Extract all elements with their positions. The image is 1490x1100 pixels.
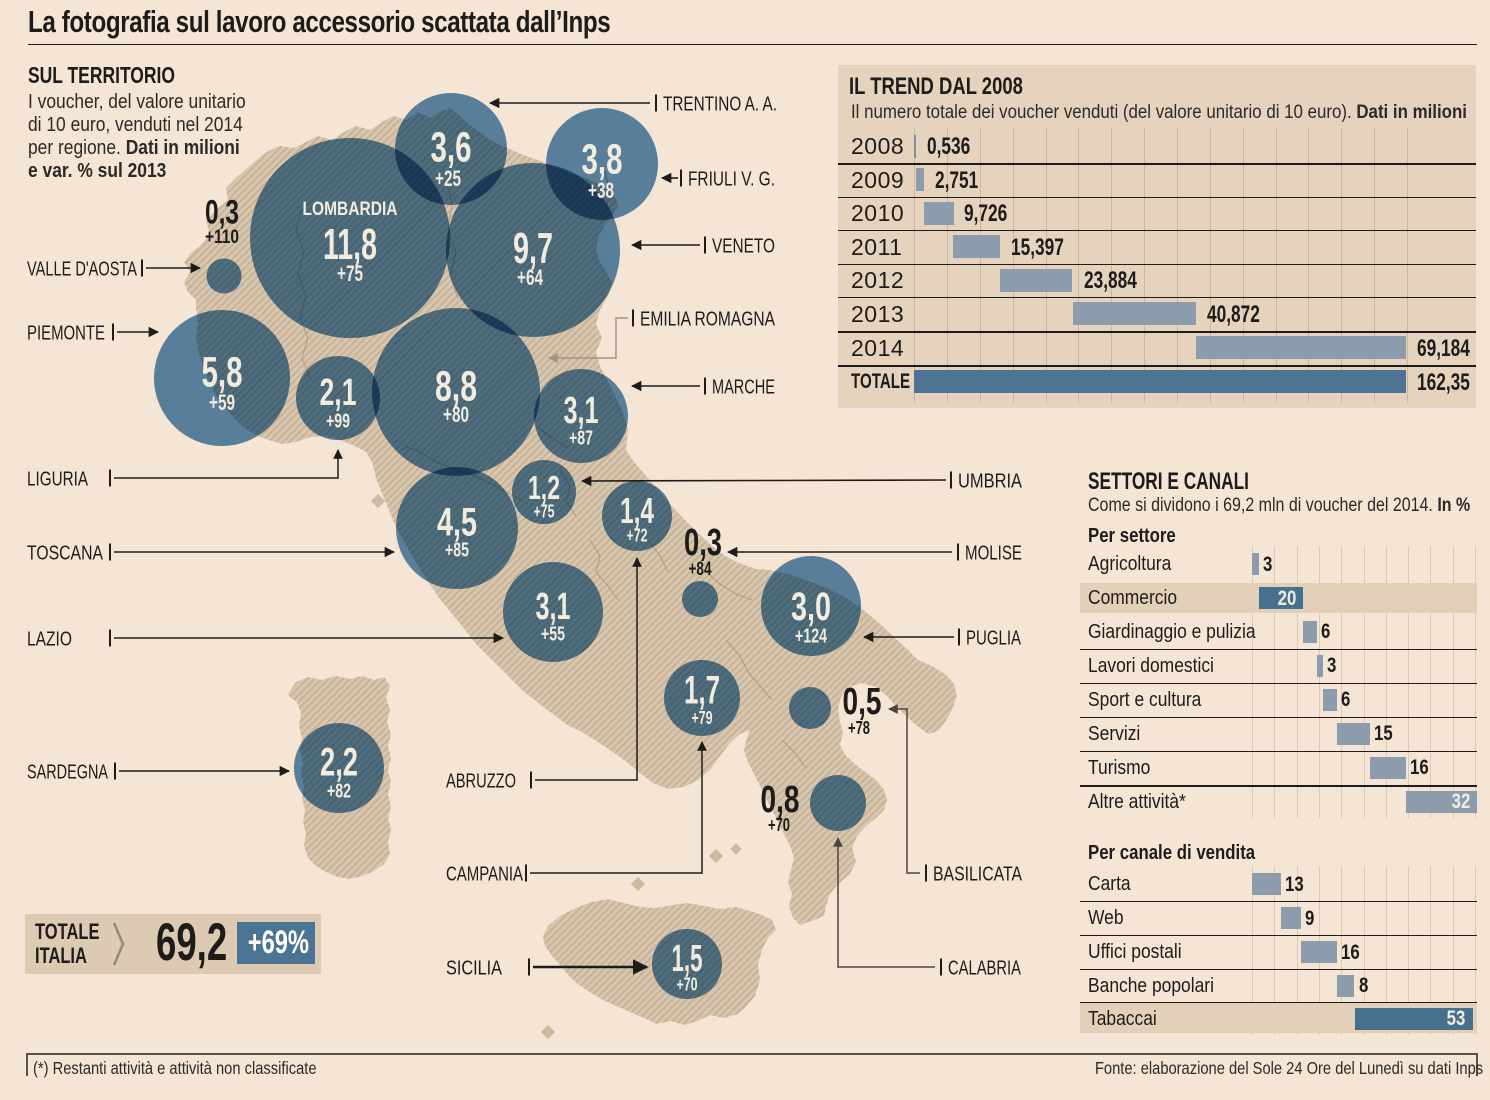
svg-text:+70: +70 xyxy=(677,975,698,995)
svg-text:1,2: 1,2 xyxy=(528,469,560,506)
svg-text:BASILICATA: BASILICATA xyxy=(933,862,1022,885)
svg-text:LAZIO: LAZIO xyxy=(27,627,72,650)
svg-text:MOLISE: MOLISE xyxy=(965,541,1022,564)
svg-text:TRENTINO A. A.: TRENTINO A. A. xyxy=(663,92,777,115)
svg-text:+80: +80 xyxy=(443,402,469,427)
svg-text:0,3: 0,3 xyxy=(684,522,722,564)
svg-text:+55: +55 xyxy=(541,623,565,645)
svg-text:+87: +87 xyxy=(569,427,593,449)
svg-text:9,7: 9,7 xyxy=(513,224,553,273)
svg-text:VALLE D'AOSTA: VALLE D'AOSTA xyxy=(27,257,137,280)
svg-text:2,1: 2,1 xyxy=(320,372,357,414)
svg-text:MARCHE: MARCHE xyxy=(712,375,775,398)
svg-text:UMBRIA: UMBRIA xyxy=(958,469,1022,492)
svg-text:+75: +75 xyxy=(337,261,363,286)
svg-text:+25: +25 xyxy=(435,166,461,191)
svg-text:2,2: 2,2 xyxy=(320,741,358,785)
svg-text:PIEMONTE: PIEMONTE xyxy=(27,321,105,344)
svg-text:1,4: 1,4 xyxy=(620,490,654,531)
svg-text:1,5: 1,5 xyxy=(672,938,703,980)
svg-text:3,6: 3,6 xyxy=(431,124,472,172)
svg-text:EMILIA ROMAGNA: EMILIA ROMAGNA xyxy=(640,307,775,330)
svg-text:4,5: 4,5 xyxy=(437,501,477,545)
svg-text:CAMPANIA: CAMPANIA xyxy=(446,862,523,885)
svg-text:8,8: 8,8 xyxy=(435,363,477,411)
svg-text:3,0: 3,0 xyxy=(791,585,831,629)
svg-text:3,1: 3,1 xyxy=(564,390,599,432)
svg-text:LIGURIA: LIGURIA xyxy=(27,467,88,490)
svg-text:+79: +79 xyxy=(692,708,713,728)
svg-text:+82: +82 xyxy=(327,780,351,802)
svg-text:+78: +78 xyxy=(848,718,870,738)
svg-text:1,7: 1,7 xyxy=(684,669,720,713)
svg-text:CALABRIA: CALABRIA xyxy=(948,956,1021,979)
svg-text:SICILIA: SICILIA xyxy=(446,956,502,979)
svg-text:+38: +38 xyxy=(588,178,614,203)
svg-text:ABRUZZO: ABRUZZO xyxy=(446,769,516,792)
svg-text:11,8: 11,8 xyxy=(323,220,377,269)
svg-text:+70: +70 xyxy=(768,815,790,835)
svg-text:PUGLIA: PUGLIA xyxy=(966,626,1021,649)
svg-text:+110: +110 xyxy=(205,227,239,248)
svg-text:+72: +72 xyxy=(627,526,648,546)
svg-text:LOMBARDIA: LOMBARDIA xyxy=(303,199,398,220)
svg-text:+85: +85 xyxy=(445,539,469,561)
svg-text:3,1: 3,1 xyxy=(536,586,571,628)
svg-text:0,5: 0,5 xyxy=(843,681,882,723)
svg-text:+84: +84 xyxy=(689,559,712,580)
svg-text:+75: +75 xyxy=(534,502,555,522)
svg-text:+59: +59 xyxy=(209,390,235,415)
svg-text:5,8: 5,8 xyxy=(202,349,243,397)
svg-text:0,3: 0,3 xyxy=(205,194,239,232)
svg-text:0,8: 0,8 xyxy=(761,779,800,821)
svg-text:SARDEGNA: SARDEGNA xyxy=(27,760,108,783)
svg-text:+99: +99 xyxy=(326,410,350,432)
svg-text:3,8: 3,8 xyxy=(582,136,623,184)
svg-text:+64: +64 xyxy=(517,265,544,290)
svg-text:TOSCANA: TOSCANA xyxy=(27,541,103,564)
svg-text:+124: +124 xyxy=(795,625,828,647)
svg-text:VENETO: VENETO xyxy=(712,234,775,257)
svg-text:FRIULI V. G.: FRIULI V. G. xyxy=(688,167,775,190)
